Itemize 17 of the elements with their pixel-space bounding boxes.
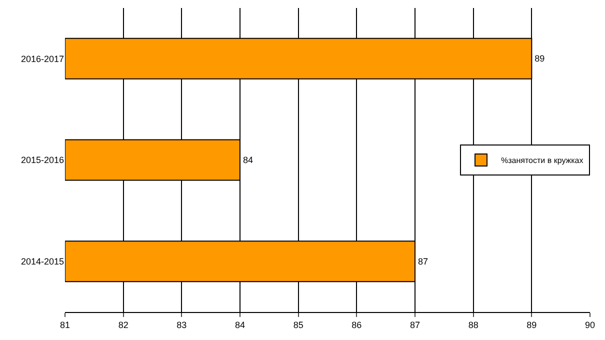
x-tick-label: 86 — [352, 320, 362, 330]
x-tick-label: 82 — [118, 320, 128, 330]
y-tick-label: 2016-2017 — [20, 54, 64, 64]
legend-label: %занятости в кружках — [501, 156, 584, 166]
x-tick-label: 83 — [176, 320, 187, 330]
data-label: 84 — [243, 155, 254, 165]
x-tick-label: 84 — [234, 320, 246, 330]
x-tick-label: 90 — [584, 320, 596, 330]
x-tick-label: 81 — [60, 320, 70, 330]
y-tick-label: 2014-2015 — [20, 256, 64, 266]
x-tick-label: 88 — [468, 320, 478, 330]
data-label: 87 — [418, 256, 428, 266]
x-tick-label: 85 — [293, 320, 304, 330]
data-label: 89 — [534, 54, 545, 64]
y-tick-label: 2015-2016 — [20, 155, 64, 166]
x-tick-label: 89 — [526, 320, 537, 330]
x-tick-label: 87 — [410, 320, 420, 330]
